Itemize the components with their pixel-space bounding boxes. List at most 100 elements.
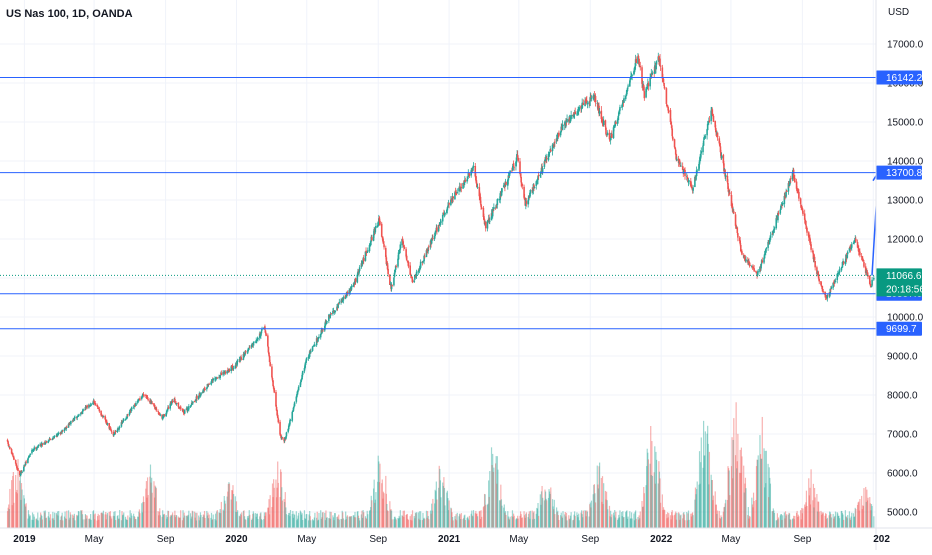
candle-body (805, 220, 807, 226)
volume-bar (695, 494, 697, 528)
candle-body (602, 120, 605, 126)
volume-bar (340, 518, 342, 528)
volume-bar (849, 520, 852, 528)
candle-body (784, 195, 786, 197)
candle-body (29, 453, 32, 456)
volume-bar (8, 504, 10, 528)
candle-body (658, 55, 660, 62)
volume-bar (271, 507, 273, 528)
volume-bar (423, 517, 425, 528)
volume-bar (528, 511, 530, 528)
volume-bar (564, 512, 566, 528)
volume-bar (151, 492, 153, 528)
candle-body (293, 406, 295, 408)
volume-bar (248, 510, 250, 528)
volume-bar (800, 519, 802, 528)
candle-body (692, 187, 694, 191)
volume-bar (444, 505, 446, 528)
volume-bar (862, 506, 864, 528)
volume-bar (618, 514, 620, 528)
volume-bar (520, 514, 522, 528)
volume-bar (317, 519, 319, 528)
volume-bar (682, 518, 684, 528)
candle-body (673, 139, 676, 148)
volume-bar (515, 519, 517, 528)
volume-bar (345, 519, 347, 528)
volume-bar (37, 520, 39, 528)
volume-bar (511, 510, 514, 528)
volume-bar (716, 510, 719, 528)
candle-body (488, 220, 491, 222)
candle-body (60, 432, 63, 434)
candle-body (45, 441, 48, 443)
volume-bar (372, 488, 375, 528)
candle-body (432, 238, 434, 239)
candle-body (784, 196, 787, 198)
volume-bar (739, 449, 741, 528)
candle-body (398, 249, 401, 251)
candle-body (204, 389, 206, 391)
candle-body (690, 180, 692, 187)
volume-bar (108, 511, 110, 528)
volume-bar (139, 513, 141, 528)
candle-body (378, 217, 381, 222)
candle-body (382, 237, 384, 242)
volume-bar (747, 507, 749, 528)
candle-body (837, 273, 840, 275)
volume-bar (676, 512, 678, 528)
volume-bar (760, 458, 762, 528)
volume-bar (204, 517, 206, 528)
volume-bar (736, 461, 738, 528)
volume-bar (703, 455, 705, 528)
volume-bar (387, 511, 389, 528)
volume-bar (783, 512, 785, 528)
candle-body (165, 413, 167, 417)
volume-bar (329, 518, 332, 528)
candle-body (65, 427, 68, 430)
candle-body (513, 166, 515, 168)
candle-body (219, 375, 222, 378)
volume-bar (459, 514, 461, 528)
volume-bar (440, 497, 442, 528)
candle-body (802, 210, 804, 215)
volume-bar (723, 506, 726, 528)
volume-bar (655, 459, 658, 528)
candle-body (621, 104, 624, 108)
candle-body (78, 414, 80, 416)
volume-bar (784, 518, 786, 528)
volume-bar (816, 493, 818, 528)
time-axis[interactable] (0, 528, 876, 550)
volume-bar (686, 520, 688, 528)
volume-bar (865, 501, 867, 528)
volume-bar (549, 493, 551, 528)
volume-bar (812, 500, 814, 528)
candle-body (578, 107, 581, 111)
volume-bar (515, 518, 518, 528)
candle-body (60, 432, 62, 434)
volume-bar (553, 499, 555, 528)
candle-body (414, 275, 416, 280)
volume-bar (447, 510, 450, 528)
candle-body (704, 136, 707, 138)
volume-bar (298, 512, 300, 528)
candle-body (586, 103, 589, 105)
candle-body (586, 100, 588, 104)
candle-body (813, 256, 816, 261)
volume-bar (190, 518, 192, 528)
candle-body (387, 268, 389, 275)
volume-bar (328, 518, 330, 528)
volume-bar (422, 518, 425, 528)
volume-bar (427, 515, 429, 528)
volume-bar (790, 519, 792, 528)
volume-bar (651, 441, 653, 528)
x-tick-label: 2022 (650, 534, 673, 545)
candle-body (199, 393, 201, 396)
candle-body (476, 183, 478, 188)
volume-bar (52, 511, 54, 528)
candle-body (651, 72, 654, 75)
volume-bar (521, 518, 523, 528)
candle-body (475, 180, 478, 184)
volume-bar (751, 497, 753, 528)
volume-bar (755, 500, 757, 528)
